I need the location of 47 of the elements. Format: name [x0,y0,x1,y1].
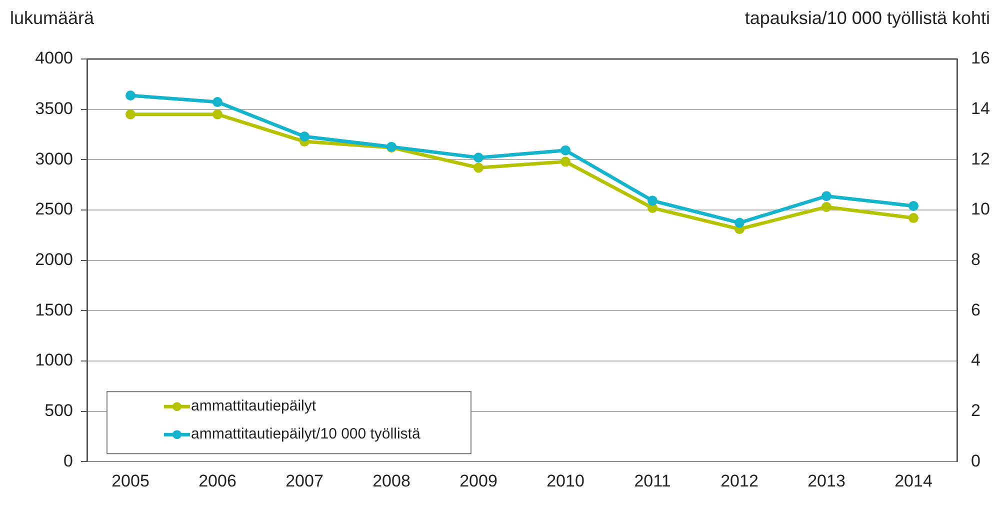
x-tick-label: 2008 [372,471,410,490]
y-tick-label: 1500 [35,300,73,320]
y2-tick-label: 2 [971,400,980,420]
y2-tick-label: 10 [971,200,990,219]
point [474,162,484,173]
y-tick-label: 0 [64,451,73,470]
point [560,145,570,156]
point [560,156,570,167]
x-tick-label: 2007 [286,471,324,490]
point [474,152,484,163]
y2-tick-label: 8 [971,250,980,269]
y2-axis-title: tapauksia/10 000 työllistä kohti [744,8,990,28]
y2-tick-label: 12 [971,149,990,168]
legend-label: ammattitautiepäilyt/10 000 työllistä [191,426,421,443]
y-tick-label: 2500 [35,200,73,219]
point [126,90,136,100]
x-tick-label: 2012 [720,471,758,490]
y2-tick-label: 0 [971,451,980,470]
y2-tick-label: 4 [971,350,980,370]
x-tick-label: 2010 [546,471,584,490]
point [734,218,744,228]
point [212,109,222,120]
y-tick-label: 3500 [35,99,73,118]
x-tick-label: 2009 [460,471,498,490]
y-axis-title: lukumäärä [10,8,96,28]
point [822,191,832,202]
x-tick-label: 2005 [112,471,150,490]
legend-label: ammattitautiepäilyt [191,398,317,415]
x-tick-label: 2014 [894,471,932,490]
x-tick-label: 2013 [808,471,846,490]
y-tick-label: 2000 [35,250,73,269]
y2-tick-label: 16 [971,48,990,68]
point [908,213,918,224]
point [126,109,136,120]
point [822,202,832,212]
y-tick-label: 4000 [35,48,73,68]
point [648,196,658,206]
y2-tick-label: 6 [971,300,980,320]
y2-tick-label: 14 [971,99,990,118]
x-tick-label: 2006 [198,471,236,490]
point [300,132,310,142]
point [212,97,222,108]
y-tick-label: 1000 [35,350,73,370]
y-tick-label: 500 [44,400,73,420]
y-tick-label: 3000 [35,149,73,168]
x-tick-label: 2011 [634,471,671,490]
point [908,200,918,211]
